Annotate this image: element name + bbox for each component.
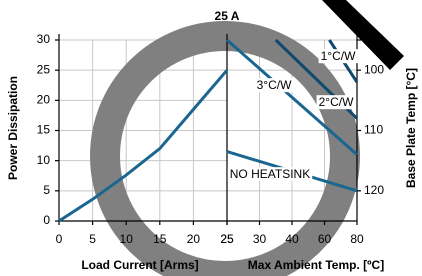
x-tick-label: 40 (285, 232, 299, 246)
line-label: 3°C/W (257, 78, 292, 92)
chart-title: 25 A (215, 9, 240, 23)
y-tick-label: 15 (37, 123, 51, 137)
y2-tick-label: 95 (364, 32, 378, 46)
x-tick-label: 80 (350, 232, 364, 246)
y2-tick-label: 100 (364, 62, 384, 76)
x-tick-label: 30 (253, 232, 267, 246)
line-label: 1°C/W (321, 49, 356, 63)
x-tick-label: 15 (153, 232, 167, 246)
x-tick-label: 60 (318, 232, 332, 246)
y2-tick-label: 120 (364, 183, 384, 197)
y-tick-label: 0 (43, 213, 50, 227)
y2-tick-label: 110 (364, 123, 383, 137)
y-tick-label: 10 (37, 153, 51, 167)
y-tick-label: 25 (37, 62, 51, 76)
y-tick-label: 30 (37, 32, 51, 46)
x-tick-label: 5 (89, 232, 96, 246)
y-tick-label: 5 (43, 183, 50, 197)
x-tick-label: 0 (56, 232, 63, 246)
y2-axis-label: Base Plate Temp [°C] (404, 68, 418, 188)
x-tick-label: 25 (220, 232, 234, 246)
line-label: NO HEATSINK (230, 167, 310, 181)
line-label: 2°C/W (319, 95, 354, 109)
curve (59, 70, 227, 221)
y-axis-label: Power Dissipation (6, 76, 20, 180)
y-tick-label: 20 (37, 93, 51, 107)
x-tick-label: 10 (120, 232, 134, 246)
x2-axis-label: Max Ambient Temp. [ºC] (248, 258, 384, 272)
x-axis-label: Load Current [Arms] (81, 258, 198, 272)
x-tick-label: 20 (187, 232, 201, 246)
chart: 0510152025051015202530253040608095100110… (0, 0, 422, 276)
